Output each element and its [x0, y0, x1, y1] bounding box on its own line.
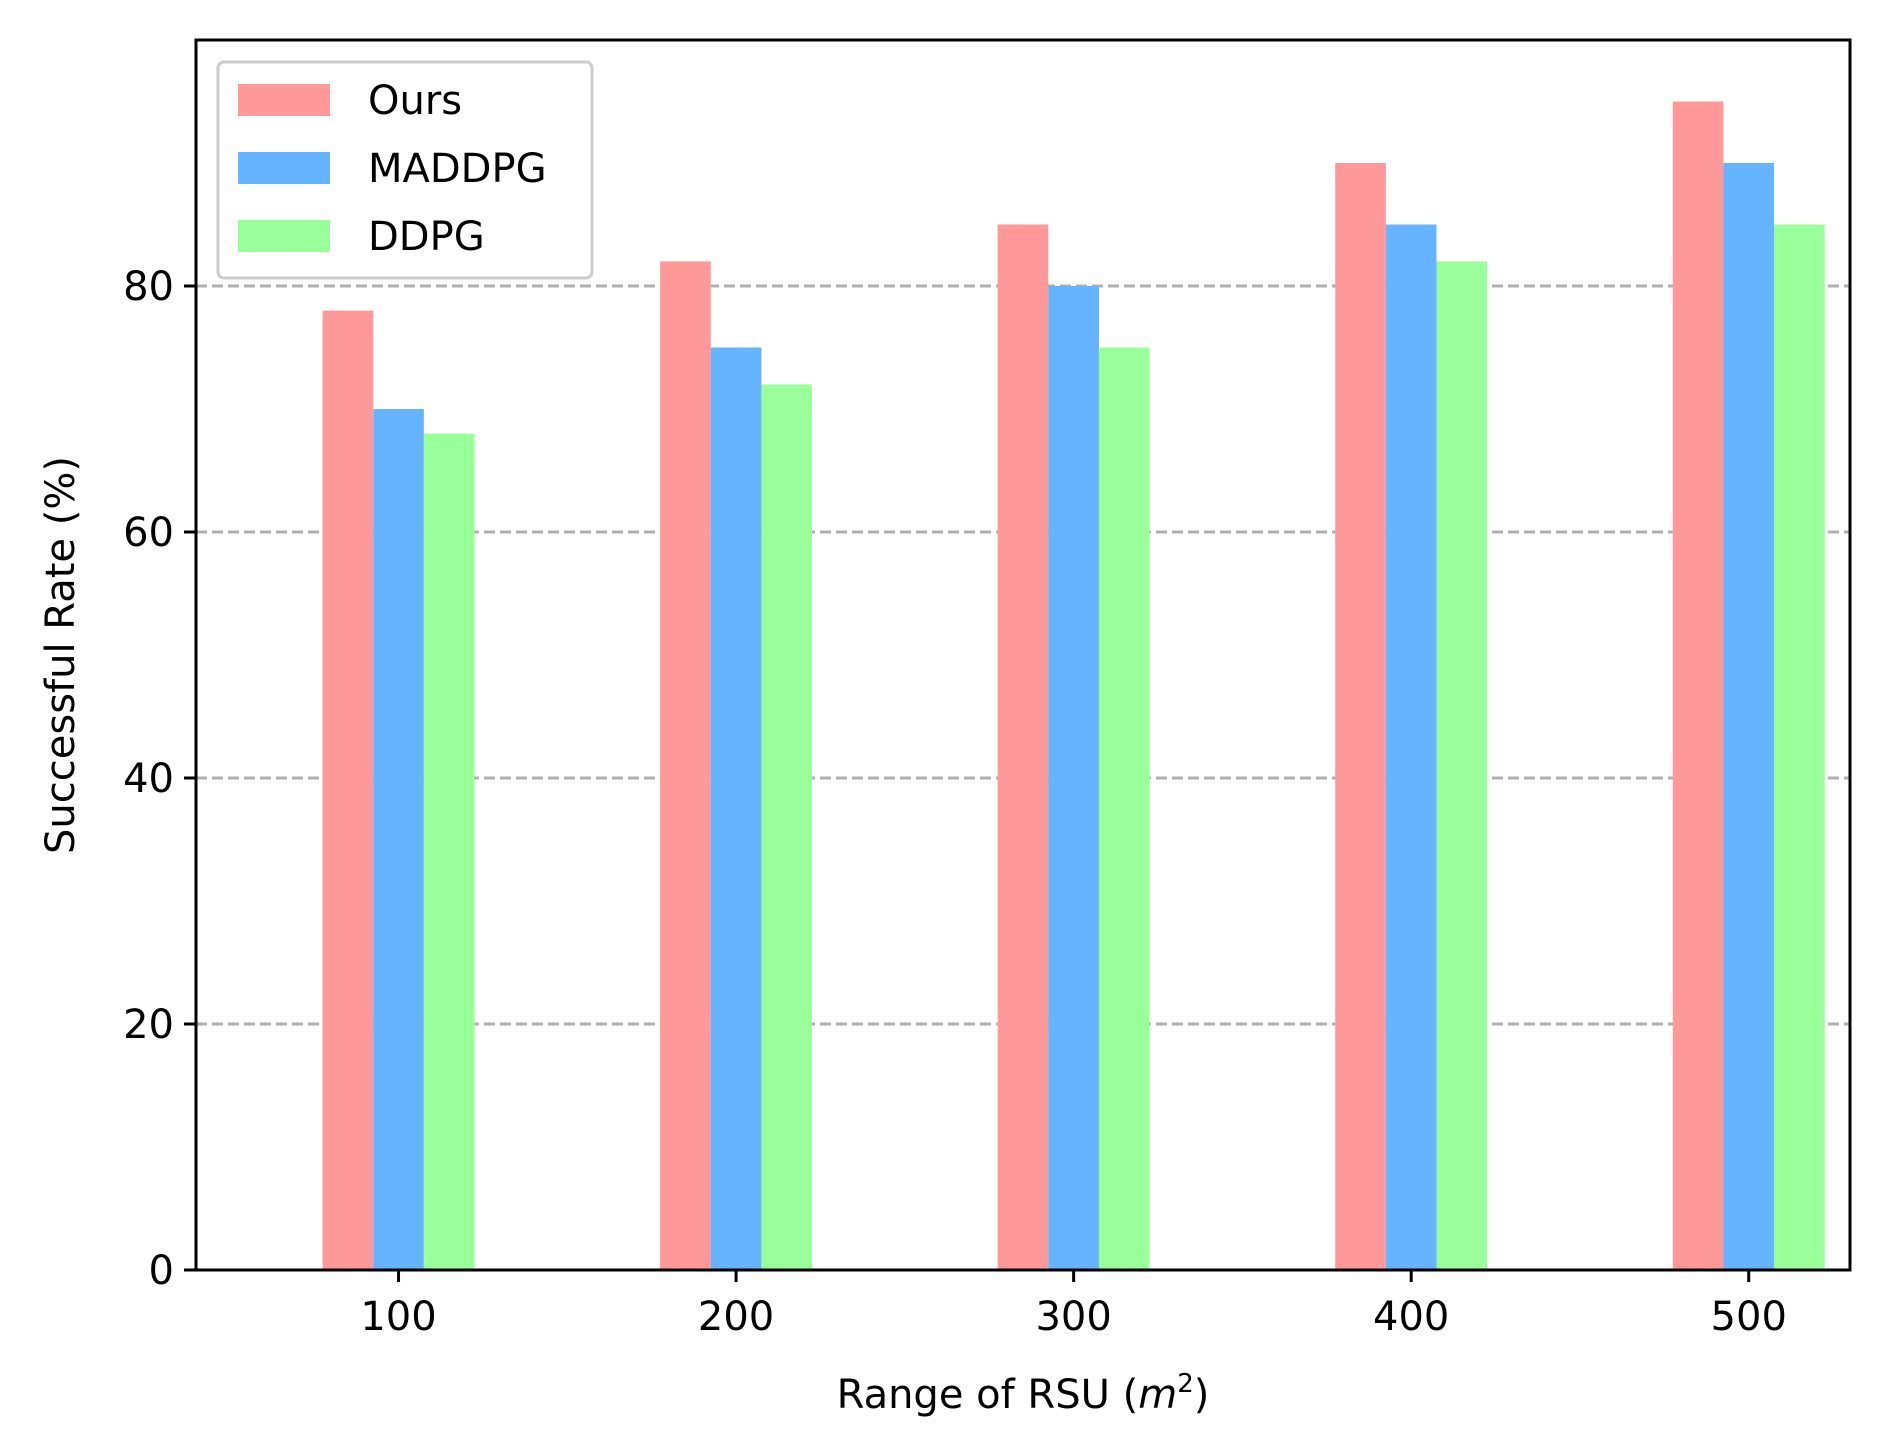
y-tick-label-40: 40 [123, 756, 174, 802]
legend-swatch-ddpg [238, 220, 330, 252]
y-tick-label-20: 20 [123, 1002, 174, 1048]
x-axis-label: Range of RSU (m2) [837, 1369, 1210, 1418]
legend-swatch-maddpg [238, 152, 330, 184]
bar-ours-400 [1335, 163, 1386, 1270]
x-axis-ticks: 100 200 300 400 500 [360, 1270, 1787, 1340]
y-axis-label: Successful Rate (%) [38, 456, 84, 854]
bar-ours-300 [997, 224, 1049, 1270]
x-tick-label-400: 400 [1373, 1294, 1449, 1340]
legend-label-maddpg: MADDPG [368, 146, 547, 192]
bar-ddpg-500 [1774, 224, 1825, 1270]
bar-maddpg-200 [710, 347, 762, 1270]
bar-maddpg-100 [373, 409, 424, 1270]
bar-maddpg-500 [1723, 163, 1775, 1270]
legend-label-ours: Ours [368, 78, 462, 124]
plot-frame [194, 38, 1852, 1272]
bar-ours-100 [322, 310, 374, 1271]
x-tick-label-200: 200 [698, 1294, 774, 1340]
y-tick-label-80: 80 [123, 264, 174, 310]
y-axis-ticks: 0 20 40 60 80 [123, 264, 196, 1294]
bar-ddpg-400 [1436, 261, 1488, 1270]
legend-swatch-ours [238, 84, 330, 116]
bars [322, 101, 1825, 1271]
x-tick-label-100: 100 [360, 1294, 436, 1340]
bar-maddpg-400 [1385, 224, 1437, 1270]
bar-ddpg-300 [1098, 347, 1150, 1270]
legend: Ours MADDPG DDPG [216, 60, 594, 280]
y-tick-label-60: 60 [123, 510, 174, 556]
bar-ddpg-100 [423, 433, 475, 1271]
y-tick-label-0: 0 [149, 1248, 174, 1294]
legend-label-ddpg: DDPG [368, 214, 485, 260]
bar-ours-200 [660, 261, 711, 1270]
bar-ours-500 [1672, 101, 1724, 1270]
bar-ddpg-200 [761, 384, 813, 1270]
x-tick-label-300: 300 [1035, 1294, 1111, 1340]
bar-maddpg-300 [1048, 286, 1099, 1270]
x-tick-label-500: 500 [1711, 1294, 1787, 1340]
